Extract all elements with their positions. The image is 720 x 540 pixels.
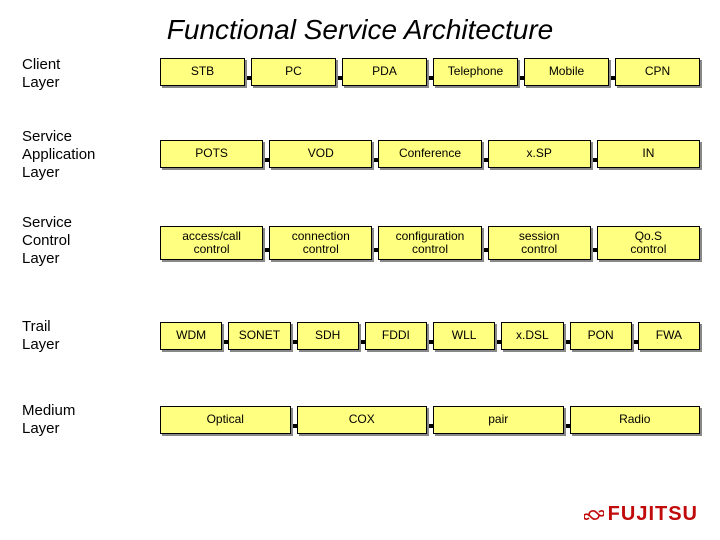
box-trail-4: WLL	[433, 322, 495, 350]
box-medium-3: Radio	[570, 406, 701, 434]
box-service-application-0: POTS	[160, 140, 263, 168]
layer-label-trail: TrailLayer	[22, 318, 142, 354]
box-trail-1: SONET	[228, 322, 290, 350]
box-service-application-3: x.SP	[488, 140, 591, 168]
box-service-application-2: Conference	[378, 140, 481, 168]
logo-text: FUJITSU	[608, 503, 698, 526]
infinity-icon	[584, 505, 604, 525]
box-service-application-4: IN	[597, 140, 700, 168]
box-service-control-3: sessioncontrol	[488, 226, 591, 260]
box-trail-7: FWA	[638, 322, 700, 350]
box-client-1: PC	[251, 58, 336, 86]
box-client-2: PDA	[342, 58, 427, 86]
box-trail-0: WDM	[160, 322, 222, 350]
box-client-3: Telephone	[433, 58, 518, 86]
box-trail-3: FDDI	[365, 322, 427, 350]
box-service-application-1: VOD	[269, 140, 372, 168]
box-medium-0: Optical	[160, 406, 291, 434]
box-trail-2: SDH	[297, 322, 359, 350]
box-service-control-1: connectioncontrol	[269, 226, 372, 260]
layer-label-client: ClientLayer	[22, 56, 142, 92]
layer-label-medium: MediumLayer	[22, 402, 142, 438]
box-trail-6: PON	[570, 322, 632, 350]
box-service-control-2: configurationcontrol	[378, 226, 481, 260]
box-client-5: CPN	[615, 58, 700, 86]
box-service-control-4: Qo.Scontrol	[597, 226, 700, 260]
page-title: Functional Service Architecture	[0, 14, 720, 46]
box-service-control-0: access/callcontrol	[160, 226, 263, 260]
box-client-4: Mobile	[524, 58, 609, 86]
logo: FUJITSU	[584, 503, 698, 526]
layer-label-service-application: ServiceApplicationLayer	[22, 128, 142, 182]
page: Functional Service Architecture ClientLa…	[0, 0, 720, 540]
box-trail-5: x.DSL	[501, 322, 563, 350]
box-client-0: STB	[160, 58, 245, 86]
box-medium-2: pair	[433, 406, 564, 434]
box-medium-1: COX	[297, 406, 428, 434]
layer-label-service-control: ServiceControlLayer	[22, 214, 142, 268]
